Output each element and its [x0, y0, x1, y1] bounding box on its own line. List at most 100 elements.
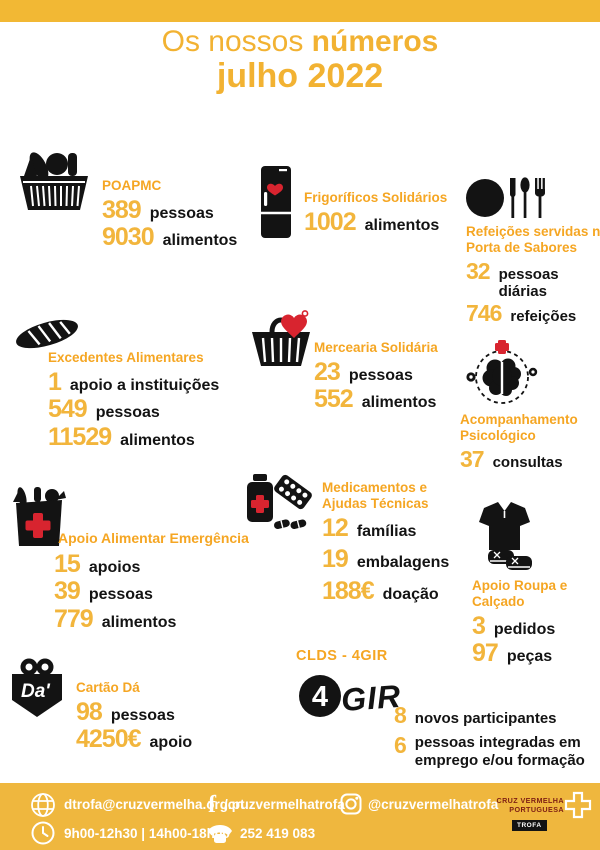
section-poapmc: POAPMC 389 pessoas 9030 alimentos	[18, 150, 237, 253]
footer-facebook-handle[interactable]: /cruzvermelhatrofa	[224, 797, 345, 812]
stat-label: pessoas	[110, 706, 175, 724]
stat-value: 12	[322, 513, 349, 542]
fridge-heart-icon	[261, 166, 291, 238]
bread-icon	[16, 319, 78, 349]
stat-value: 15	[54, 550, 81, 578]
section-label: Cartão Dá	[76, 680, 140, 695]
instagram-icon	[340, 793, 362, 815]
stat-value: 9030	[102, 223, 155, 252]
stat-label: alimentos	[120, 431, 195, 449]
stat-label: pessoas diárias	[498, 265, 559, 301]
footer-phone[interactable]: 252 419 083	[240, 826, 316, 841]
section-label: Apoio Alimentar Emergência	[58, 530, 249, 546]
stat-label: pessoas	[88, 586, 153, 604]
stat-label: doação	[382, 585, 439, 603]
stat-value: 188€	[322, 576, 375, 605]
stat-label: apoios	[88, 559, 141, 576]
stat-label: peças	[506, 648, 553, 666]
plate-cutlery-icon	[466, 177, 545, 218]
food-basket-icon	[20, 152, 88, 210]
brain-icon	[466, 340, 538, 404]
facebook-glyph: f	[208, 792, 217, 817]
section-roupa: Apoio Roupa e Calçado 3 pedidos 97 peças	[472, 500, 600, 669]
section-excedentes: Excedentes Alimentares 1 apoio a institui…	[12, 312, 247, 452]
section-label: Refeições servidas na Porta de Sabores	[466, 224, 600, 255]
section-clds: CLDS - 4GIR 4 GIR 8 novos participantes 6…	[296, 648, 596, 773]
section-label: Medicamentos e Ajudas Técnicas	[322, 480, 429, 511]
basket-heart-icon	[252, 310, 310, 366]
section-label: POAPMC	[102, 178, 162, 193]
stat-label: embalagens	[356, 554, 450, 572]
section-medicamentos: Medicamentos e Ajudas Técnicas 12 família…	[244, 472, 472, 606]
stat-value: 4250€	[76, 725, 142, 754]
stat-value: 32	[466, 257, 491, 284]
stat-value: 19	[322, 545, 349, 574]
stat-value: 1	[48, 367, 62, 396]
facebook-icon: f	[208, 792, 217, 817]
org-line1: CRUZ VERMELHA	[496, 796, 564, 805]
stat-value: 98	[76, 697, 103, 726]
globe-icon	[31, 793, 55, 817]
phone-icon	[208, 825, 232, 843]
footer: dtrofa@cruzvermelha.org.pt f /cruzvermel…	[0, 783, 600, 850]
stat-value: 8	[394, 702, 407, 728]
stat-label: alimentos	[162, 232, 238, 250]
stat-value: 779	[54, 604, 94, 633]
stat-label: pessoas	[348, 366, 413, 384]
stat-label: alimentos	[361, 394, 437, 412]
section-label: Frigoríficos Solidários	[304, 190, 448, 205]
org-badge: TROFA	[512, 820, 547, 831]
stat-value: 746	[466, 300, 502, 327]
stat-label: alimentos	[364, 216, 440, 234]
section-mercearia: Mercearia Solidária 23 pessoas 552 aliment…	[250, 310, 438, 415]
stat-label: apoio a instituições	[69, 376, 220, 394]
section-psicologico: Acompanhamento Psicológico 37 consultas	[460, 340, 600, 473]
agir-logo-gir: GIR	[340, 678, 402, 718]
stat-label: pedidos	[493, 620, 556, 638]
footer-email[interactable]: dtrofa@cruzvermelha.org.pt	[64, 797, 245, 812]
stat-value: 23	[314, 357, 341, 386]
title-line1-regular: Os nossos	[161, 25, 312, 58]
stat-value: 11529	[48, 422, 112, 451]
gift-box-icon: Da'	[12, 658, 62, 717]
stat-label: pessoas integradas em emprego e/ou forma…	[414, 734, 585, 769]
stat-label: novos participantes	[414, 710, 557, 727]
section-refeicoes: Refeições servidas na Porta de Sabores 3…	[466, 176, 600, 328]
stat-value: 39	[54, 577, 81, 606]
section-frigorificos: Frigoríficos Solidários 1002 alimentos	[258, 166, 447, 240]
title-line2: julho 2022	[216, 56, 384, 95]
stat-label: alimentos	[101, 613, 177, 631]
stat-value: 6	[394, 732, 407, 759]
page-title: Os nossos números julho 2022	[0, 26, 600, 94]
org-line2: PORTUGUESA	[509, 805, 564, 815]
section-cartao-da: Da' Cartão Dá 98 pessoas 4250€ apoio	[8, 658, 192, 755]
top-accent-bar	[0, 0, 600, 22]
red-cross-outline-icon	[564, 791, 592, 819]
agir-logo-a: 4	[312, 681, 328, 713]
section-emergencia: Apoio Alimentar Emergência 15 apoios 39 pe…	[12, 486, 249, 631]
title-line1: Os nossos números	[0, 26, 600, 58]
clock-icon	[31, 821, 55, 845]
section-label: Acompanhamento Psicológico	[460, 412, 578, 443]
gift-box-text: Da'	[21, 681, 51, 702]
stat-label: apoio	[149, 734, 193, 752]
stat-value: 549	[48, 395, 88, 424]
stat-value: 3	[472, 611, 486, 640]
stat-value: 1002	[304, 207, 357, 236]
footer-instagram-handle[interactable]: @cruzvermelhatrofa	[368, 797, 499, 812]
section-label: CLDS - 4GIR	[296, 648, 388, 664]
stat-label: pessoas	[95, 404, 160, 422]
clothes-shoes-icon	[479, 502, 532, 570]
agir-logo: 4 GIR	[299, 675, 402, 718]
section-label: Apoio Roupa e Calçado	[472, 578, 568, 609]
footer-hours: 9h00-12h30 | 14h00-18h00	[64, 826, 230, 841]
medicine-icon	[247, 474, 312, 530]
emergency-bag-icon	[13, 487, 66, 546]
stat-label: famílias	[356, 522, 417, 540]
org-name: CRUZ VERMELHA PORTUGUESA	[444, 796, 564, 815]
section-label: Excedentes Alimentares	[48, 350, 204, 365]
stat-value: 97	[472, 639, 499, 668]
stat-label: consultas	[492, 453, 563, 471]
stat-label: refeições	[510, 308, 577, 326]
